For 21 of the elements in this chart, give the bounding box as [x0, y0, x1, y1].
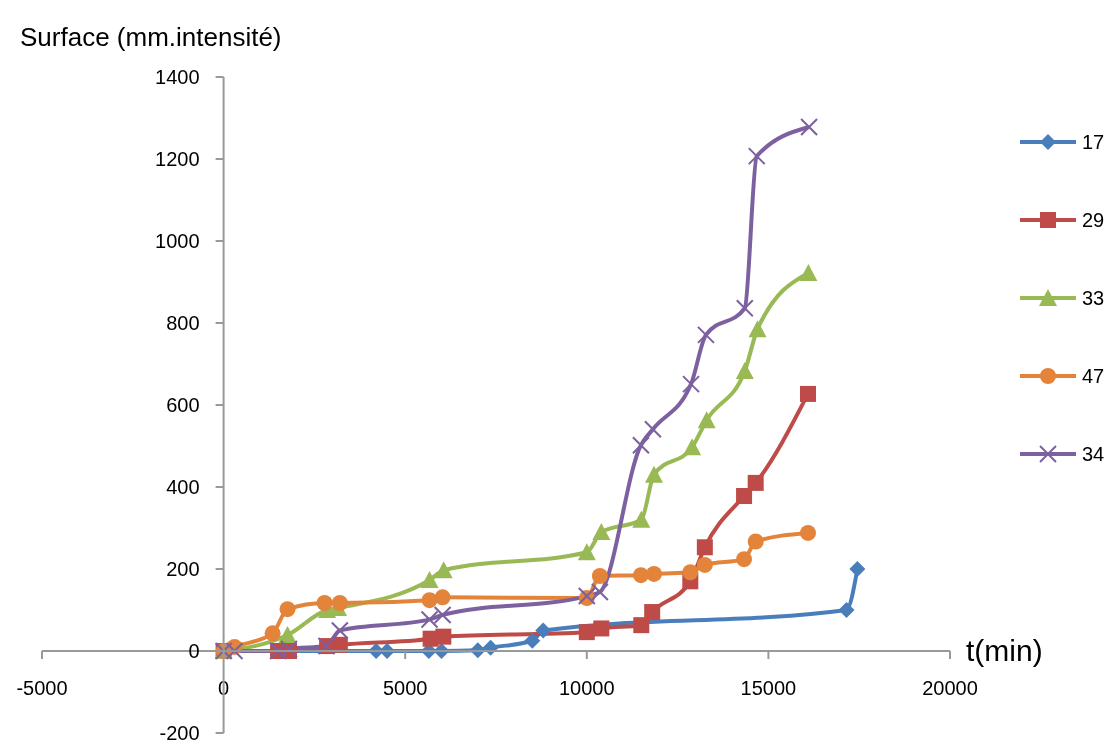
legend-label: 34 [1082, 442, 1105, 466]
y-tick-label: 1400 [155, 66, 200, 88]
x-tick-label: 15000 [740, 677, 797, 699]
y-tick-label: -200 [159, 722, 200, 742]
y-tick-label: 200 [166, 558, 200, 580]
x-tick-label: 5000 [382, 677, 428, 699]
legend-label: 17 [1082, 130, 1105, 154]
legend-label: 29 [1082, 208, 1105, 232]
y-tick-label: 1200 [155, 148, 200, 170]
legend-label: 33 [1082, 286, 1105, 310]
y-tick-label: 1000 [155, 230, 200, 252]
y-tick-label: 800 [166, 312, 200, 334]
y-axis-title: Surface (mm.intensité) [20, 22, 282, 52]
y-tick-label: 600 [166, 394, 200, 416]
x-tick-label: -5000 [16, 677, 68, 699]
x-tick-label: 20000 [922, 677, 978, 699]
x-axis-title: t(min) [966, 634, 1043, 667]
x-tick-label: 10000 [558, 677, 615, 699]
legend-label: 47 [1082, 364, 1105, 388]
y-tick-label: 0 [188, 640, 200, 662]
y-tick-label: 400 [166, 476, 200, 498]
